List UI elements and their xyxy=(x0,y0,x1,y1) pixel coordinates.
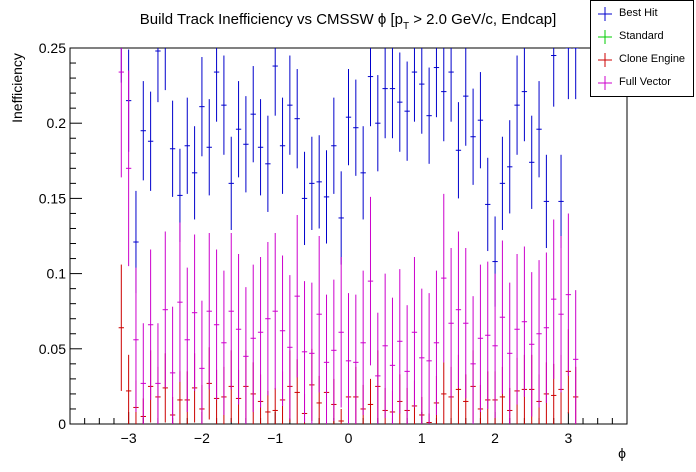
legend-marker xyxy=(598,7,612,21)
series-full-vector xyxy=(118,48,579,424)
legend-label: Standard xyxy=(619,30,664,42)
x-tick-label: −1 xyxy=(267,430,283,446)
legend-entry: Full Vector xyxy=(591,72,693,94)
x-axis-label: ϕ xyxy=(618,445,626,461)
x-tick-label: 1 xyxy=(418,430,426,446)
legend-entry: Best Hit xyxy=(591,3,693,25)
chart-title-main: Build Track Inefficiency vs CMSSW ϕ [p xyxy=(140,11,403,28)
legend-marker xyxy=(598,53,612,67)
y-tick-label: 0.05 xyxy=(39,341,66,357)
legend-marker xyxy=(598,76,612,90)
series-best-hit xyxy=(120,48,579,307)
x-tick-label: −3 xyxy=(121,430,137,446)
y-tick-label: 0.2 xyxy=(47,115,67,131)
plot-marks xyxy=(118,48,579,424)
legend-label: Best Hit xyxy=(619,7,658,19)
y-axis-label: Inefficiency xyxy=(9,53,25,123)
legend-entry: Clone Engine xyxy=(591,49,693,71)
y-tick-label: 0.25 xyxy=(39,40,66,56)
x-tick-label: 0 xyxy=(345,430,353,446)
legend: Best Hit Standard Clone Engine Full Vector xyxy=(590,0,694,97)
chart-title: Build Track Inefficiency vs CMSSW ϕ [pT … xyxy=(140,11,557,32)
legend-label: Full Vector xyxy=(619,76,671,88)
legend-marker xyxy=(598,30,612,44)
chart-title-sub: T xyxy=(403,21,409,32)
y-tick-label: 0 xyxy=(58,416,66,432)
x-tick-label: 3 xyxy=(564,430,572,446)
y-tick-label: 0.1 xyxy=(47,266,67,282)
plot-axes: 0 0.05 0.1 0.15 0.2 0.25 −3 −2 −1 0 1 2 3 xyxy=(39,40,628,446)
x-tick-label: −2 xyxy=(194,430,210,446)
legend-label: Clone Engine xyxy=(619,53,686,65)
x-tick-label: 2 xyxy=(491,430,499,446)
legend-entry: Standard xyxy=(591,26,693,48)
y-tick-label: 0.15 xyxy=(39,190,66,206)
chart-title-tail: > 2.0 GeV/c, Endcap] xyxy=(409,11,556,28)
